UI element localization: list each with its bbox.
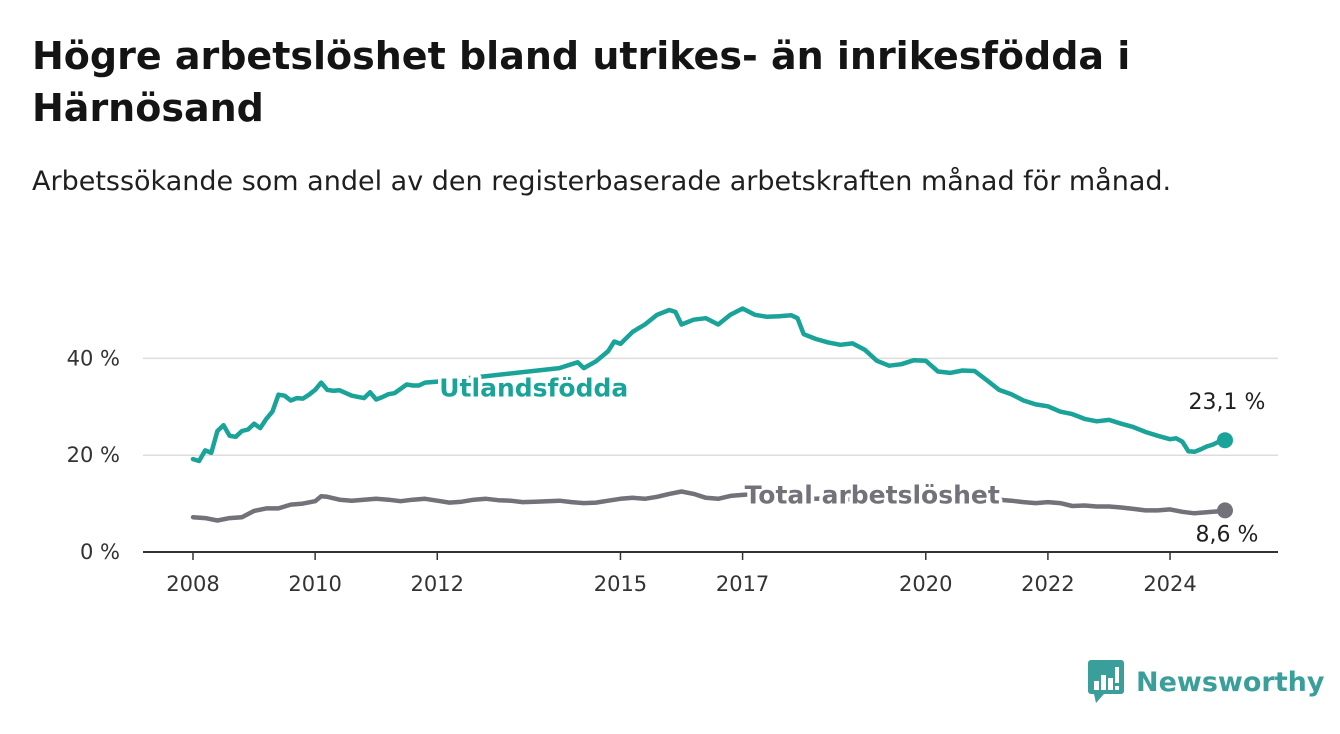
series-lines [190, 306, 1228, 523]
x-tick-label: 2008 [166, 572, 219, 596]
x-tick-label: 2015 [594, 572, 647, 596]
chart-title: Högre arbetslöshet bland utrikes- än inr… [32, 34, 1131, 130]
series-name-label: Total arbetslöshet [745, 480, 1000, 509]
series-line-0 [190, 306, 1228, 464]
grid-lines [143, 357, 1278, 456]
x-axis: 2008 2010 2012 2015 2017 2020 2022 2024 [143, 551, 1278, 596]
brand-logo: Newsworthy [1088, 660, 1324, 704]
line-chart: 0 % 20 % 40 % 2008 2010 2012 2015 2017 2020 2022… [67, 306, 1278, 596]
series-end-point [1217, 432, 1233, 449]
series-end-point [1217, 502, 1233, 519]
x-tick-label: 2010 [288, 572, 341, 596]
x-tick-label: 2024 [1143, 572, 1196, 596]
chart-subtitle: Arbetssökande som andel av den registerb… [32, 166, 1172, 197]
newsworthy-logo-icon [1088, 660, 1124, 703]
x-tick-label: 2017 [716, 572, 769, 596]
series-name-label: Utlandsfödda [439, 373, 628, 402]
y-tick-label: 40 % [67, 346, 120, 370]
x-tick-label: 2012 [411, 572, 464, 596]
series-line-1 [190, 489, 1228, 523]
series-labels: Utlandsfödda 23,1 % Total arbetslöshet 8,6 … [436, 370, 1269, 550]
y-axis-labels: 0 % 20 % 40 % [67, 346, 120, 564]
x-tick-label: 2020 [899, 572, 952, 596]
series-end-label: 23,1 % [1189, 390, 1266, 415]
brand-name: Newsworthy [1136, 666, 1325, 698]
series-end-label: 8,6 % [1196, 522, 1259, 547]
y-tick-label: 20 % [67, 443, 120, 467]
y-tick-label: 0 % [80, 540, 120, 564]
x-tick-label: 2022 [1021, 572, 1074, 596]
